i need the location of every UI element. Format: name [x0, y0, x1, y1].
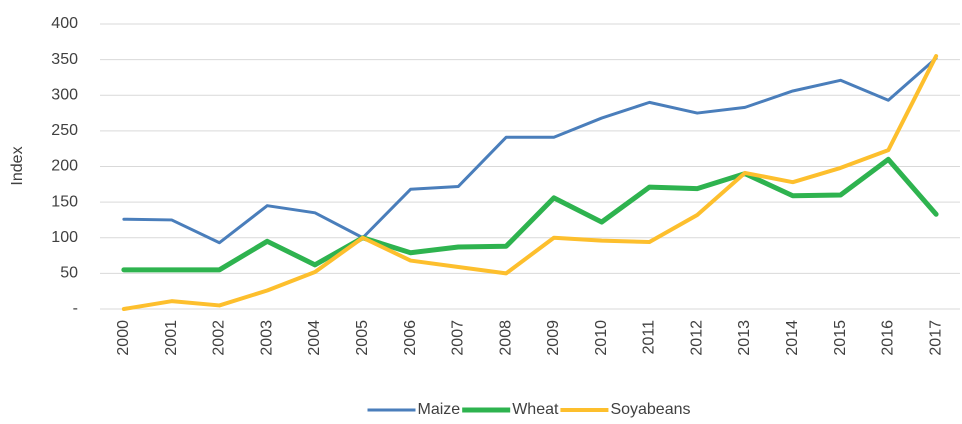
x-tick-label: 2017	[927, 320, 944, 356]
y-tick-label: 200	[51, 158, 78, 175]
y-tick-label: 250	[51, 122, 78, 139]
x-tick-label: 2009	[545, 320, 562, 356]
x-tick-label: 2001	[163, 320, 180, 356]
series-line	[121, 156, 939, 273]
x-tick-label: 2015	[832, 320, 849, 356]
y-tick-label: 300	[51, 86, 78, 103]
x-tick-label: 2003	[258, 320, 275, 356]
y-axis-label: Index	[9, 146, 26, 185]
x-tick-label: 2008	[497, 320, 514, 356]
y-tick-label: 400	[51, 15, 78, 32]
legend-label: Soyabeans	[610, 401, 690, 418]
x-tick-label: 2006	[402, 320, 419, 356]
y-tick-label: 150	[51, 193, 78, 210]
legend-label: Wheat	[512, 401, 559, 418]
x-tick-label: 2016	[880, 320, 897, 356]
x-tick-label: 2011	[641, 320, 658, 355]
legend-label: Maize	[418, 401, 461, 418]
x-tick-label: 2012	[688, 320, 705, 356]
series-line	[122, 56, 938, 245]
x-tick-label: 2002	[211, 320, 228, 356]
x-tick-label: 2010	[593, 320, 610, 356]
x-tick-label: 2007	[450, 320, 467, 356]
y-tick-label: 350	[51, 51, 78, 68]
x-tick-label: 2013	[736, 320, 753, 356]
y-tick-label: -	[73, 300, 78, 317]
x-tick-label: 2005	[354, 320, 371, 356]
x-tick-label: 2000	[115, 320, 132, 356]
series-line	[121, 54, 939, 311]
y-tick-label: 50	[60, 265, 78, 282]
x-tick-label: 2014	[784, 320, 801, 356]
x-tick-label: 2004	[306, 320, 323, 356]
y-tick-label: 100	[51, 229, 78, 246]
